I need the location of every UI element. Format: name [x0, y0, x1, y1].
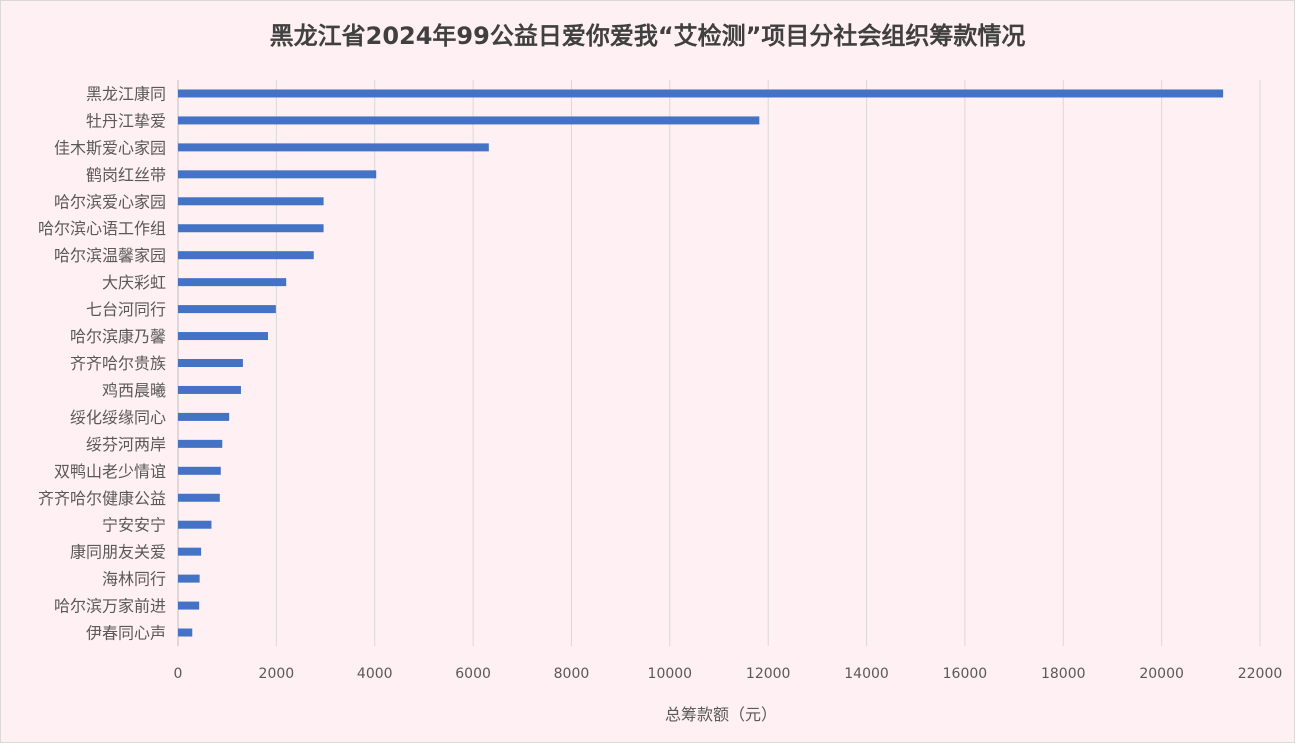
- x-tick-label: 4000: [357, 666, 393, 682]
- category-label: 黑龙江康同: [86, 84, 166, 103]
- bar: [178, 439, 223, 448]
- category-label: 七台河同行: [86, 300, 166, 319]
- bar: [178, 251, 314, 260]
- bar: [178, 89, 1224, 98]
- x-tick-label: 12000: [746, 666, 791, 682]
- bar: [178, 305, 276, 314]
- x-tick-label: 6000: [455, 666, 491, 682]
- bar: [178, 601, 200, 610]
- category-label: 绥芬河两岸: [86, 435, 166, 454]
- bar: [178, 493, 220, 502]
- x-tick-label: 0: [174, 666, 183, 682]
- bar: [178, 547, 202, 556]
- bar: [178, 116, 760, 125]
- bar: [178, 224, 324, 233]
- category-label: 哈尔滨心语工作组: [38, 219, 166, 238]
- bar: [178, 412, 230, 421]
- x-tick-label: 2000: [259, 666, 295, 682]
- category-label: 牡丹江挚爱: [86, 111, 166, 130]
- chart-title: 黑龙江省2024年99公益日爱你爱我“艾检测”项目分社会组织筹款情况: [269, 22, 1026, 50]
- category-label: 宁安安宁: [102, 516, 166, 535]
- bar: [178, 332, 269, 341]
- x-axis-title: 总筹款额（元）: [665, 705, 777, 724]
- category-label: 哈尔滨万家前进: [54, 597, 166, 616]
- bar: [178, 143, 489, 152]
- category-label: 伊春同心声: [86, 624, 166, 643]
- x-tick-label: 18000: [1041, 666, 1086, 682]
- bar: [178, 278, 287, 287]
- category-label: 绥化绥缘同心: [70, 408, 166, 427]
- x-tick-label: 16000: [943, 666, 988, 682]
- category-label: 哈尔滨温馨家园: [54, 246, 166, 265]
- category-label: 齐齐哈尔健康公益: [38, 489, 166, 508]
- category-label: 哈尔滨康乃馨: [70, 327, 166, 346]
- bar: [178, 385, 241, 394]
- bar: [178, 170, 377, 179]
- category-label: 大庆彩虹: [102, 273, 166, 292]
- category-label: 鹤岗红丝带: [86, 165, 166, 184]
- category-label: 双鸭山老少情谊: [54, 462, 166, 481]
- bar: [178, 574, 200, 583]
- category-label: 海林同行: [102, 570, 166, 589]
- category-label: 齐齐哈尔贵族: [70, 354, 166, 373]
- category-label: 佳木斯爱心家园: [54, 138, 166, 157]
- category-label: 康同朋友关爱: [70, 543, 166, 562]
- bar: [178, 520, 212, 529]
- x-tick-label: 22000: [1238, 666, 1283, 682]
- bar: [178, 359, 243, 367]
- x-tick-label: 8000: [554, 666, 590, 682]
- bar: [178, 197, 324, 206]
- x-tick-label: 20000: [1139, 666, 1184, 682]
- bar: [178, 466, 221, 475]
- category-label: 哈尔滨爱心家园: [54, 192, 166, 211]
- category-label: 鸡西晨曦: [102, 381, 166, 400]
- x-tick-label: 14000: [844, 666, 889, 682]
- x-tick-label: 10000: [648, 666, 693, 682]
- bar: [178, 628, 193, 637]
